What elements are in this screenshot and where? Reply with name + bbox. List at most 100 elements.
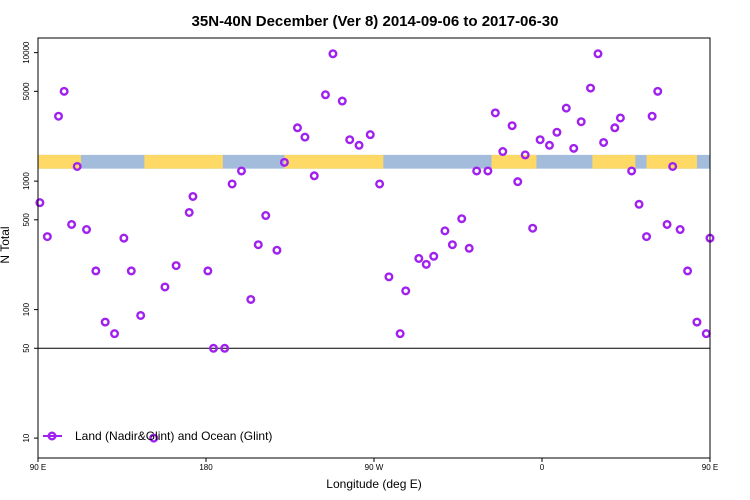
y-axis-title: N Total: [0, 226, 12, 263]
data-point: [149, 433, 159, 443]
data-point: [627, 166, 637, 176]
data-point: [54, 111, 64, 121]
data-point: [642, 232, 652, 242]
data-point: [440, 226, 450, 236]
data-point: [208, 343, 218, 353]
x-axis-title: Longitude (deg E): [326, 477, 421, 491]
data-point: [82, 225, 92, 235]
data-point: [59, 86, 69, 96]
data-point: [119, 233, 129, 243]
data-point: [320, 90, 330, 100]
data-point: [91, 266, 101, 276]
data-point: [67, 219, 77, 229]
surface-band-land-segment: [38, 154, 81, 169]
data-point: [653, 86, 663, 96]
data-point: [365, 130, 375, 140]
data-point: [272, 245, 282, 255]
data-point: [236, 166, 246, 176]
data-point: [328, 49, 338, 59]
data-point: [528, 223, 538, 233]
data-point: [675, 225, 685, 235]
surface-band: [38, 154, 710, 169]
data-point: [569, 143, 579, 153]
data-point: [300, 132, 310, 142]
data-point: [692, 317, 702, 327]
data-point: [184, 207, 194, 217]
data-point: [354, 140, 364, 150]
data-point: [401, 286, 411, 296]
surface-band-land-segment: [592, 154, 636, 169]
data-point: [126, 266, 136, 276]
data-point: [535, 135, 545, 145]
data-point: [447, 240, 457, 250]
data-point: [309, 171, 319, 181]
data-point: [610, 123, 620, 133]
data-point: [227, 179, 237, 189]
x-tick-label: 0: [540, 463, 545, 472]
data-point: [136, 310, 146, 320]
y-tick-label: 500: [22, 213, 31, 227]
data-point: [384, 272, 394, 282]
x-tick-label: 180: [199, 463, 213, 472]
surface-band-land-segment: [144, 154, 223, 169]
data-point: [586, 83, 596, 93]
data-point: [261, 211, 271, 221]
data-point: [35, 198, 45, 208]
y-tick-label: 100: [22, 302, 31, 316]
legend-marker: [47, 431, 57, 441]
data-point: [544, 140, 554, 150]
y-axis: 10 50 100 500 1000 5000 10000: [22, 41, 38, 443]
x-tick-label: 90 E: [30, 463, 46, 472]
data-point: [615, 113, 625, 123]
data-point: [576, 117, 586, 127]
y-tick-label: 50: [22, 343, 31, 352]
data-point: [171, 261, 181, 271]
y-tick-label: 1000: [22, 172, 31, 190]
data-point: [457, 214, 467, 224]
y-tick-label: 10: [22, 433, 31, 442]
data-point: [246, 294, 256, 304]
plot-frame: [37, 37, 711, 459]
data-point: [599, 137, 609, 147]
data-point: [72, 161, 82, 171]
data-point: [421, 259, 431, 269]
data-point: [464, 243, 474, 253]
data-point: [520, 150, 530, 160]
data-point: [593, 49, 603, 59]
data-point: [42, 232, 52, 242]
data-point: [668, 161, 678, 171]
legend-label: Land (Nadir&Glint) and Ocean (Glint): [75, 429, 272, 443]
data-point: [498, 147, 508, 157]
data-point: [253, 240, 263, 250]
x-axis: 90 E 180 90 W 0 90 E: [30, 458, 718, 472]
legend: Land (Nadir&Glint) and Ocean (Glint): [43, 429, 272, 443]
surface-band-land-segment: [646, 154, 697, 169]
data-point: [472, 166, 482, 176]
data-point: [634, 199, 644, 209]
data-point: [513, 177, 523, 187]
data-point: [647, 111, 657, 121]
surface-band-land-segment: [284, 154, 384, 169]
data-point: [279, 157, 289, 167]
x-tick-label: 90 W: [365, 463, 384, 472]
data-point: [220, 343, 230, 353]
data-point: [552, 127, 562, 137]
data-point: [414, 253, 424, 263]
data-point: [395, 329, 405, 339]
data-point: [683, 266, 693, 276]
y-tick-label: 5000: [22, 82, 31, 100]
data-point: [375, 179, 385, 189]
data-points: [35, 49, 715, 443]
surface-band-land-segment: [491, 154, 537, 169]
chart-title: 35N-40N December (Ver 8) 2014-09-06 to 2…: [192, 13, 559, 30]
data-point: [490, 108, 500, 118]
data-point: [662, 219, 672, 229]
data-point: [100, 317, 110, 327]
data-point: [507, 121, 517, 131]
data-point: [429, 251, 439, 261]
data-point: [160, 282, 170, 292]
data-point: [292, 123, 302, 133]
x-tick-label: 90 E: [702, 463, 718, 472]
data-point: [110, 329, 120, 339]
